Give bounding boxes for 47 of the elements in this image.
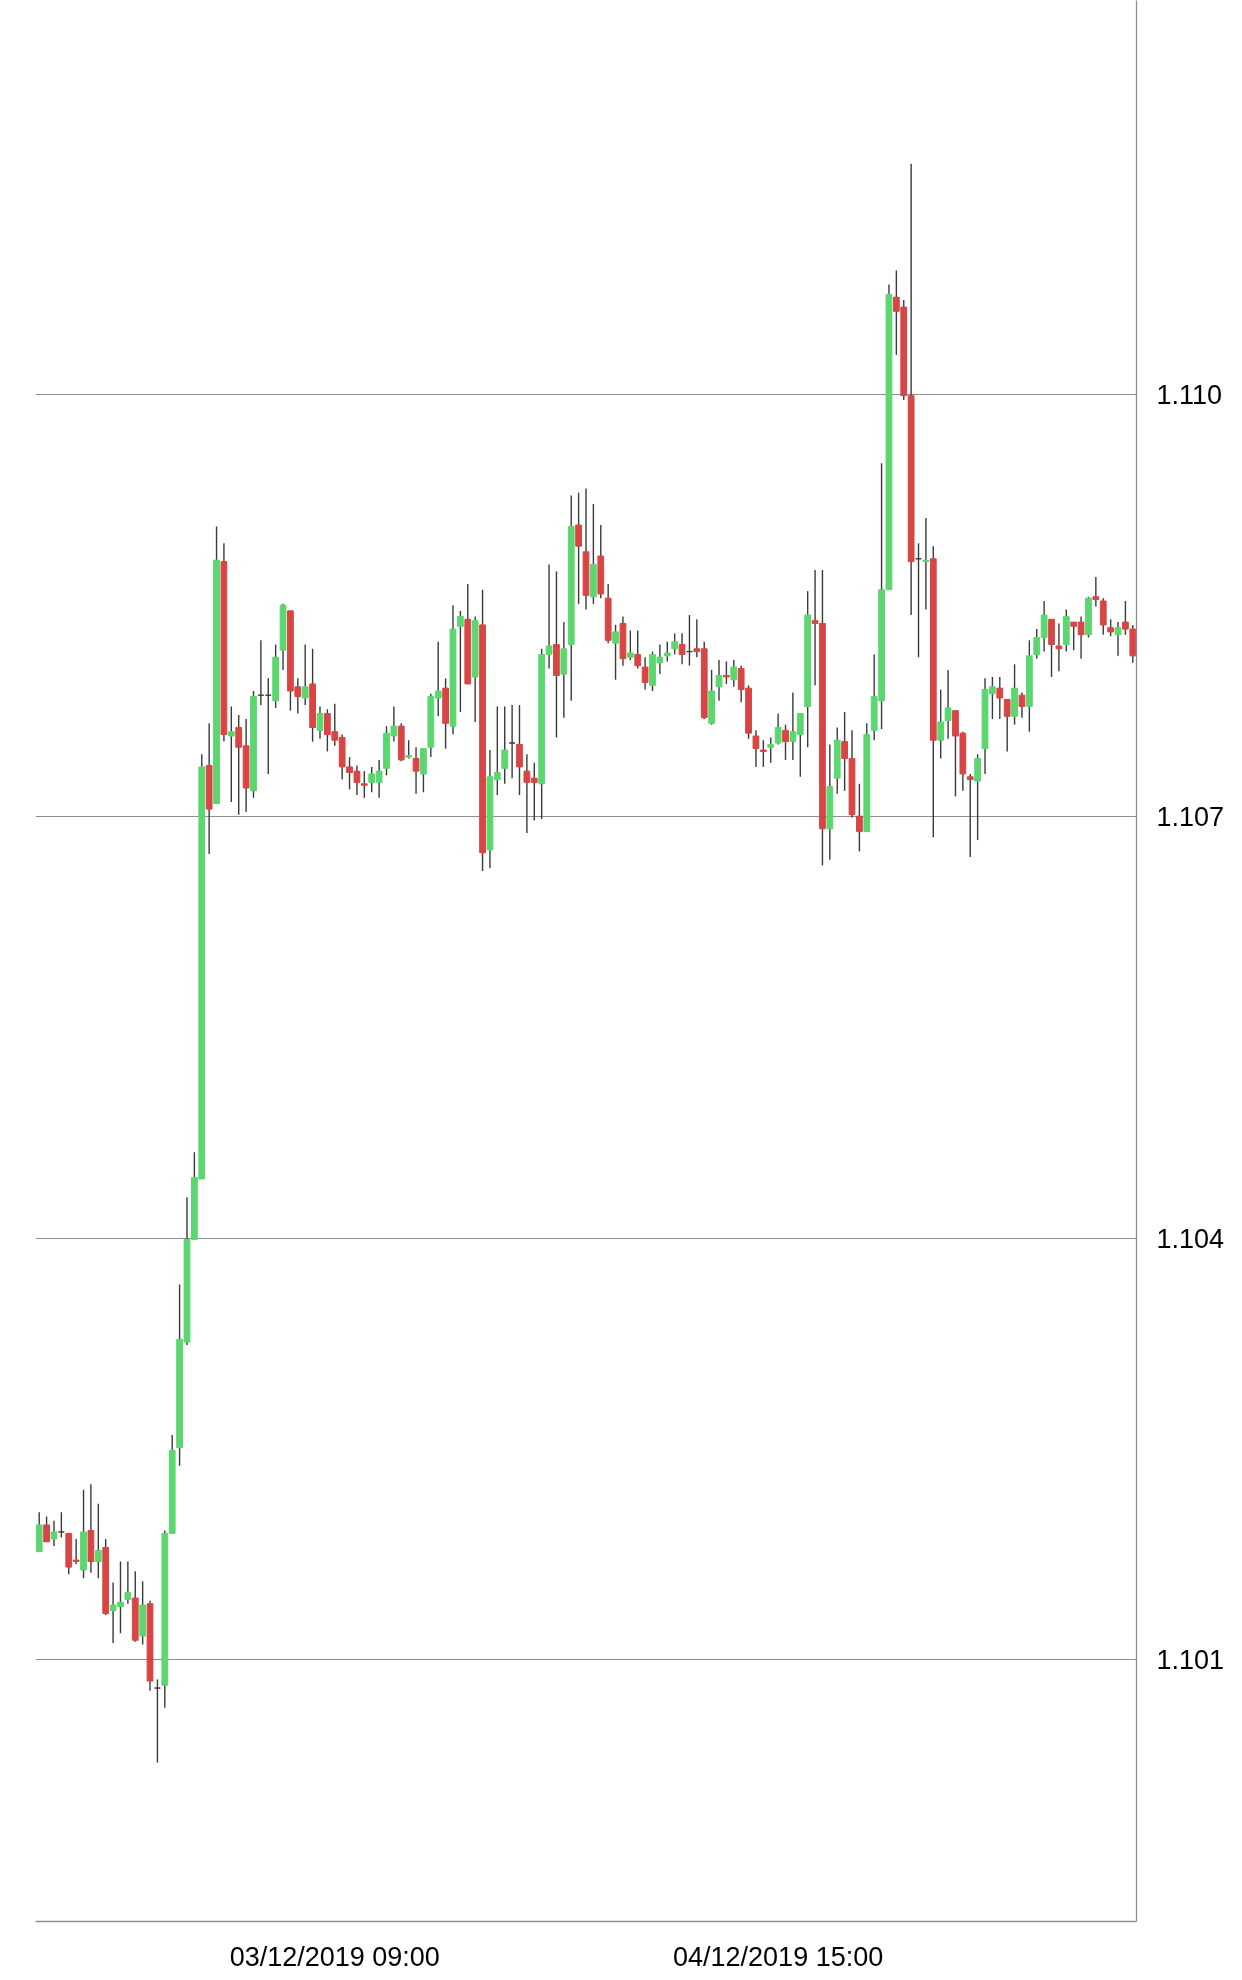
x-tick-label: 03/12/2019 09:00 [229,1941,440,1972]
candlestick [124,1560,132,1605]
candlestick [759,739,767,768]
candlestick [641,656,649,691]
candlestick [94,1503,102,1580]
candlestick [612,624,619,681]
candlestick [944,669,952,740]
candlestick [1018,691,1026,719]
candlestick [301,643,309,706]
candlestick [974,753,982,841]
candlestick [922,517,930,611]
candlestick [316,705,324,740]
y-tick-label: 1.107 [1156,801,1225,832]
candlestick [663,641,671,663]
candlestick [1055,622,1063,672]
candlestick [767,736,775,764]
candlestick [1099,597,1107,636]
candlestick [752,729,760,768]
candlestick [782,724,789,761]
candlestick [996,676,1004,720]
y-tick-label: 1.101 [1156,1645,1225,1676]
candlestick [412,746,420,795]
y-tick-label: 1.110 [1156,379,1223,410]
candlestick [715,659,723,702]
candlestick [966,773,974,858]
candlestick [516,704,523,796]
candlestick [457,610,464,713]
candlestick [508,704,516,779]
candlestick [856,783,863,853]
candlestick [43,1515,50,1543]
candlestick [1003,698,1011,753]
candlestick [575,492,582,605]
candlestick [57,1511,65,1539]
candlestick [774,712,782,746]
candlestick [730,659,738,688]
x-tick-label: 04/12/2019 15:00 [673,1941,884,1972]
candlestick [626,629,634,661]
candlestick [937,688,945,760]
y-tick-label: 1.104 [1156,1223,1225,1254]
candlestick [360,770,368,799]
candlestick [671,632,679,656]
candlestick [723,660,730,685]
candlestick [227,705,235,803]
candlestick [634,629,642,670]
candlestick [1114,621,1122,657]
candlestick [1092,576,1100,608]
candlestick [501,705,509,785]
